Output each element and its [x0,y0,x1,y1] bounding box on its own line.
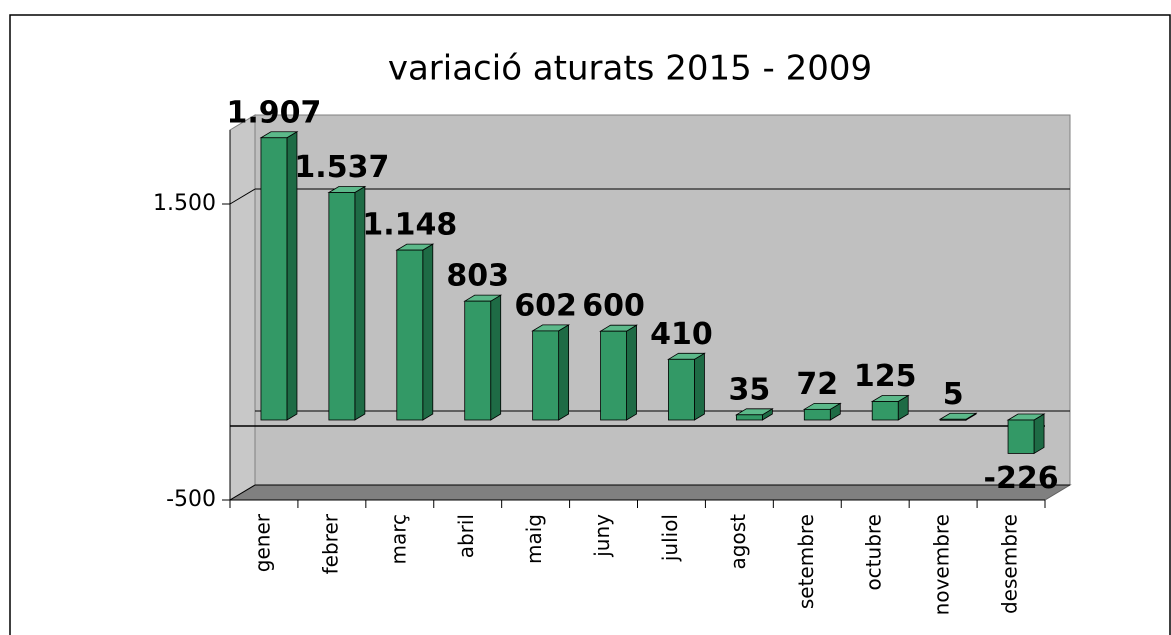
y-tick-label: -500 [166,487,216,512]
x-tick-label: agost [726,514,750,570]
chart-title: variació aturats 2015 - 2009 [388,49,872,89]
data-label: 602 [514,288,577,323]
bar [1007,419,1035,454]
bar [328,192,356,421]
bar-side [626,324,637,421]
x-tick-label: maig [522,514,546,564]
grid-line [229,484,256,501]
bar-side [558,324,570,421]
x-tick-label: novembre [930,514,954,615]
data-label: -226 [984,461,1059,496]
bar [532,330,560,421]
data-label: 803 [446,259,509,294]
side-wall [229,114,256,501]
floor [228,484,1072,501]
bar-side [422,243,434,421]
x-tick-label: juliol [658,514,682,562]
data-label: 35 [729,372,771,407]
x-tick-label: octubre [862,514,886,591]
bar [600,330,627,421]
data-label: 1.907 [227,95,322,130]
bar [871,401,899,421]
bar [260,137,288,421]
y-tick-label: 1.500 [153,191,216,216]
x-tick-label: abril [454,514,478,558]
data-label: 1.148 [362,208,457,243]
x-tick-label: gener [250,513,274,572]
data-label: 600 [582,289,645,324]
bar-side [1033,413,1045,455]
bar [396,249,424,421]
x-tick-label: desembre [998,514,1022,614]
data-label: 410 [650,317,713,352]
x-tick-label: febrer [318,513,342,574]
data-label: 72 [796,367,838,402]
x-tick-label: març [386,514,410,565]
data-label: 1.537 [294,150,389,185]
data-label: 125 [854,359,917,394]
bar-side [694,352,705,421]
bar [735,414,763,421]
bar [464,300,492,421]
bar [939,418,967,421]
bar-side [490,294,502,421]
bar [803,408,831,421]
data-label: 5 [943,377,964,412]
x-tick-label: setembre [794,514,818,609]
x-tick-label: juny [590,514,614,558]
bar [668,358,695,421]
grid-line [229,188,256,205]
